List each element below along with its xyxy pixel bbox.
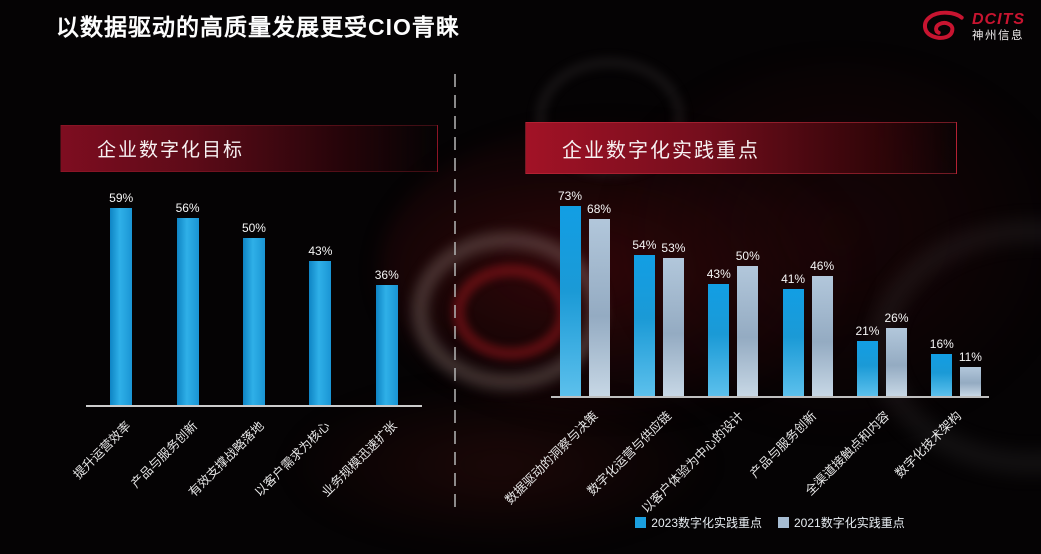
right-chart-header: 企业数字化实践重点 [525,122,957,174]
right-chart-title: 企业数字化实践重点 [562,139,760,162]
bar-pair-group: 54% 53% [632,238,685,396]
category-slot: 业务规模迅速扩张 [319,414,420,514]
logo-company: 神州信息 [972,29,1024,42]
bar-column: 43% [707,267,731,396]
bar-column: 26% [884,311,909,396]
bar-column: 59% [109,191,133,405]
bar [959,367,981,396]
bar-value-label: 73% [558,189,583,203]
bar-column: 16% [930,337,954,396]
bar-column: 56% [176,201,200,405]
legend-swatch [778,517,789,528]
left-chart-header: 企业数字化目标 [60,125,438,172]
bar-value-label: 68% [587,202,612,216]
legend-item: 2021数字化实践重点 [778,514,905,531]
bar [782,289,804,396]
bar [708,284,730,396]
bar [176,218,199,405]
bar-pair-group: 16% 11% [930,337,982,396]
bar-column: 43% [308,244,332,405]
bar-column: 11% [959,350,982,396]
bar-value-label: 59% [109,191,134,205]
bar-column: 36% [375,268,399,405]
goals-chart-axis [86,405,422,407]
bar-value-label: 26% [884,311,909,325]
practice-chart-axis [551,396,989,398]
bar [737,266,759,396]
bar-pair-group: 21% 26% [855,311,909,396]
bar [662,258,684,396]
bar [588,219,610,396]
background-bottom-wash [280,380,720,550]
bar-pair-group: 73% 68% [558,189,611,396]
logo-text: DCITS 神州信息 [972,11,1025,43]
bar-value-label: 46% [810,259,835,273]
dcits-swirl-icon [923,10,964,40]
bar [811,276,833,396]
bar [559,206,581,396]
bar-pair-group: 43% 50% [707,249,760,396]
bar-value-label: 36% [374,268,399,282]
bar [856,341,878,396]
bar-column: 54% [632,238,656,396]
bar [885,328,907,396]
bar [633,255,655,396]
logo-brand: DCITS [972,11,1025,29]
bar-column: 50% [736,249,760,396]
legend-label: 2021数字化实践重点 [794,516,905,530]
legend: 2023数字化实践重点 2021数字化实践重点 [552,514,988,531]
bar-column: 46% [810,259,834,396]
bar-value-label: 54% [632,238,657,252]
bar [309,261,332,405]
category-slot: 数字化技术架构 [893,404,988,512]
bar [110,208,133,405]
bar-column: 21% [855,324,879,396]
bar-value-label: 41% [781,272,806,286]
bar-value-label: 56% [175,201,200,215]
practice-chart: 73% 68% 54% 53% 43% 50% 41% 46% 21% 26% 16% 11% [552,184,988,396]
bar-value-label: 11% [958,350,982,364]
bar-value-label: 21% [855,324,880,338]
panel-divider [454,74,456,514]
bar-value-label: 16% [929,337,954,351]
bar-column: 53% [661,241,685,396]
legend-item: 2023数字化实践重点 [635,514,762,531]
practice-chart-categories: 数据驱动的洞察与决策 数字化运营与供应链 以客户体验为中心的设计 产品与服务创新 全渠道… [503,404,988,516]
bar-column: 68% [587,202,611,396]
bar-value-label: 43% [308,244,333,258]
bar-column: 73% [558,189,582,396]
bar-column: 50% [242,221,266,405]
slide-title: 以数据驱动的高质量发展更受CIO青睐 [56,14,460,40]
bar-value-label: 43% [706,267,731,281]
bar [242,238,265,405]
legend-swatch [635,517,647,528]
goals-chart-categories: 提升运营效率 产品与服务创新 有效支撑战略落地 以客户需求为核心 业务规模迅速扩张 [71,414,420,514]
bar-value-label: 50% [735,249,760,263]
goals-chart: 59% 56% 50% 43% 36% [88,185,420,405]
company-logo: DCITS 神州信息 [920,10,1025,44]
bar-column: 41% [781,272,805,396]
bar [375,285,398,405]
bar [931,354,953,396]
left-chart-title: 企业数字化目标 [97,140,245,161]
bar-pair-group: 41% 46% [781,259,834,396]
bar-value-label: 53% [661,241,686,255]
legend-label: 2023数字化实践重点 [651,516,762,530]
bar-value-label: 50% [241,221,266,235]
